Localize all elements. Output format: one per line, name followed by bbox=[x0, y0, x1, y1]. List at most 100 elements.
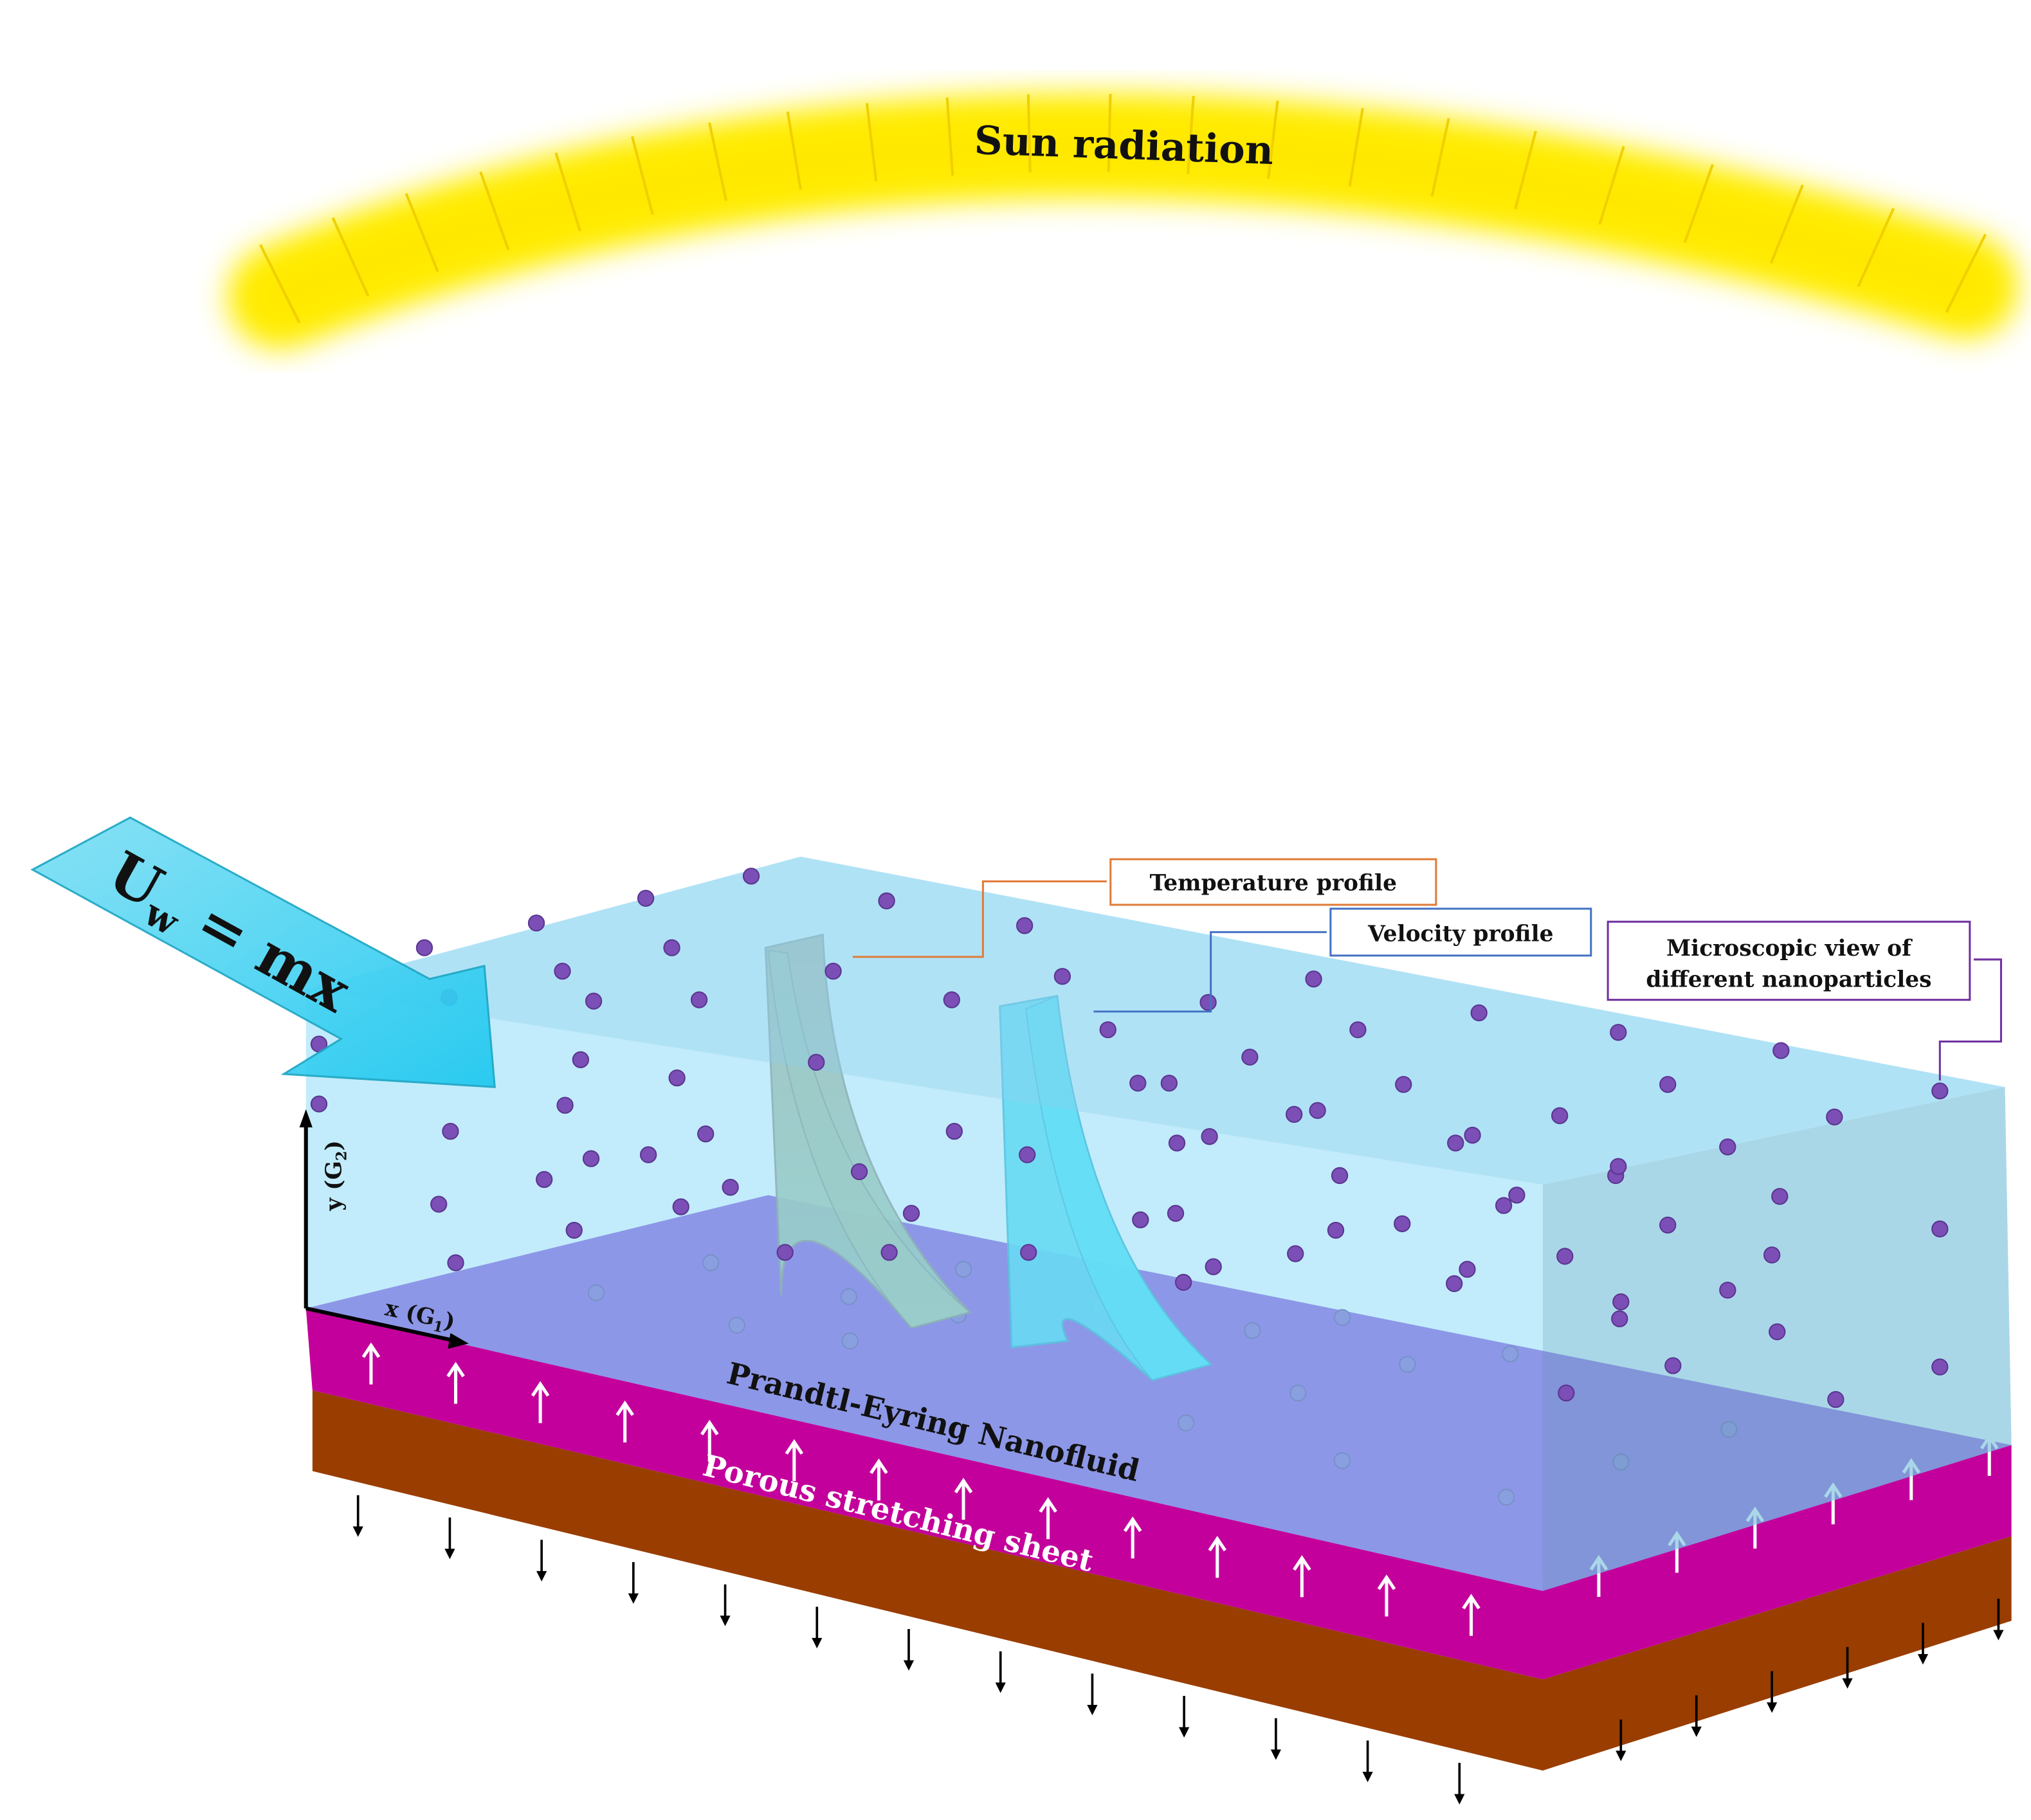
nanoparticle bbox=[572, 1051, 590, 1068]
velocity-arrow bbox=[30, 816, 496, 1088]
down-arrow-head bbox=[628, 1593, 639, 1604]
nanoparticle bbox=[1394, 1215, 1411, 1233]
nanoparticle bbox=[310, 1095, 328, 1113]
down-arrow-head bbox=[1767, 1702, 1778, 1713]
nanoparticle bbox=[776, 1244, 794, 1261]
sun-ray bbox=[259, 244, 301, 323]
sun-ray bbox=[1683, 163, 1714, 243]
sun-ray bbox=[1769, 185, 1804, 264]
nanoparticle bbox=[637, 889, 655, 907]
down-arrow-head bbox=[536, 1570, 547, 1582]
velocity-box bbox=[1329, 907, 1592, 957]
nanoparticle bbox=[639, 1146, 657, 1163]
sun-ray bbox=[1514, 131, 1537, 210]
down-arrow-head bbox=[720, 1615, 731, 1626]
up-arrow-head bbox=[1208, 1536, 1227, 1552]
nanoparticle bbox=[878, 892, 895, 909]
x-axis-head bbox=[448, 1333, 469, 1349]
nanoparticle bbox=[415, 939, 433, 956]
sun-ray bbox=[1598, 146, 1625, 225]
nanoparticle bbox=[1931, 1082, 1949, 1100]
micro-label-1: Microscopic view of bbox=[1666, 936, 1913, 961]
sun-rays bbox=[228, 93, 2018, 349]
temperature-box bbox=[1109, 858, 1437, 906]
micro-label-2: different nanoparticles bbox=[1646, 967, 1931, 992]
velocity-leader bbox=[1093, 931, 1327, 1013]
y-end: ) bbox=[321, 1140, 347, 1151]
nanoparticle bbox=[943, 991, 960, 1008]
nanoparticle bbox=[527, 915, 545, 932]
nanoparticle bbox=[582, 1150, 600, 1167]
nanoparticle bbox=[945, 1122, 963, 1140]
nanoparticle bbox=[1556, 1248, 1574, 1265]
nanoparticle bbox=[1168, 1134, 1186, 1152]
nanoparticle bbox=[902, 1205, 920, 1222]
down-arrow-head bbox=[903, 1660, 915, 1671]
up-arrow-head bbox=[870, 1458, 888, 1475]
sun-ray bbox=[708, 122, 728, 201]
nanoparticle bbox=[1664, 1357, 1682, 1374]
porous-sheet bbox=[305, 1308, 2012, 1680]
nanoparticle bbox=[1349, 1021, 1367, 1039]
sun-ray bbox=[554, 152, 581, 232]
down-arrow-head bbox=[812, 1637, 823, 1649]
nanoparticle bbox=[1019, 1146, 1036, 1163]
micro-leader bbox=[1938, 958, 2002, 1081]
nanoparticle bbox=[1099, 1021, 1116, 1039]
sun-ray bbox=[945, 97, 954, 176]
sun-ray bbox=[1857, 208, 1895, 287]
up-arrow-head bbox=[446, 1361, 465, 1378]
nanoparticle bbox=[1719, 1138, 1736, 1156]
x-sub: 1 bbox=[432, 1318, 445, 1336]
nanoparticle bbox=[1931, 1220, 1949, 1238]
down-arrow-head bbox=[1087, 1704, 1098, 1716]
nanoparticle bbox=[585, 992, 603, 1010]
down-arrow-head bbox=[1454, 1794, 1465, 1805]
nanoparticle bbox=[1327, 1221, 1345, 1239]
nanoparticle bbox=[442, 1122, 459, 1140]
nanoparticle bbox=[742, 868, 760, 885]
nanoparticle bbox=[1659, 1076, 1677, 1093]
nanoparticle bbox=[1826, 1108, 1843, 1126]
up-arrow-head bbox=[1462, 1594, 1480, 1610]
nanoparticle bbox=[1286, 1106, 1303, 1123]
nanoparticle bbox=[1199, 994, 1217, 1011]
down-arrow-head bbox=[1842, 1678, 1853, 1689]
sun-ray bbox=[1187, 96, 1195, 174]
nanoparticle bbox=[1205, 1258, 1222, 1275]
nanoparticle bbox=[690, 991, 708, 1008]
temperature-label: Temperature profile bbox=[1150, 871, 1397, 896]
nanoparticle bbox=[1763, 1246, 1781, 1264]
down-arrow-head bbox=[1917, 1654, 1929, 1665]
nanoparticle bbox=[1610, 1024, 1627, 1041]
nanoparticle bbox=[565, 1221, 583, 1239]
down-arrow-head bbox=[444, 1549, 455, 1560]
x-axis bbox=[305, 1306, 457, 1343]
sun-ray bbox=[405, 193, 439, 273]
nanoparticle bbox=[556, 1097, 574, 1114]
sun-core bbox=[250, 116, 1996, 327]
up-arrow-head bbox=[1293, 1555, 1311, 1571]
nanoparticle bbox=[1558, 1384, 1575, 1402]
up-arrow-head bbox=[1039, 1497, 1057, 1513]
nanoparticle bbox=[668, 1069, 686, 1087]
micro-box bbox=[1607, 920, 1971, 1001]
nanoparticle bbox=[1612, 1293, 1630, 1311]
particles bbox=[310, 868, 1949, 1408]
up-arrow-head bbox=[1123, 1516, 1142, 1533]
nanoparticle bbox=[1611, 1310, 1628, 1327]
up-arrow-head bbox=[615, 1400, 634, 1416]
nanoparticle bbox=[1447, 1134, 1464, 1152]
sun-ray bbox=[1267, 100, 1279, 179]
sun-ray bbox=[1107, 93, 1112, 172]
fluid-top bbox=[305, 857, 2005, 1185]
nanoparticle bbox=[880, 1244, 898, 1261]
nanoparticle bbox=[1201, 1128, 1218, 1145]
up-arrow-head bbox=[954, 1477, 973, 1494]
nanoparticle bbox=[1053, 968, 1071, 985]
sun-ray bbox=[865, 103, 878, 182]
down-arrow-head bbox=[352, 1526, 363, 1537]
nanoparticle bbox=[1659, 1216, 1677, 1234]
